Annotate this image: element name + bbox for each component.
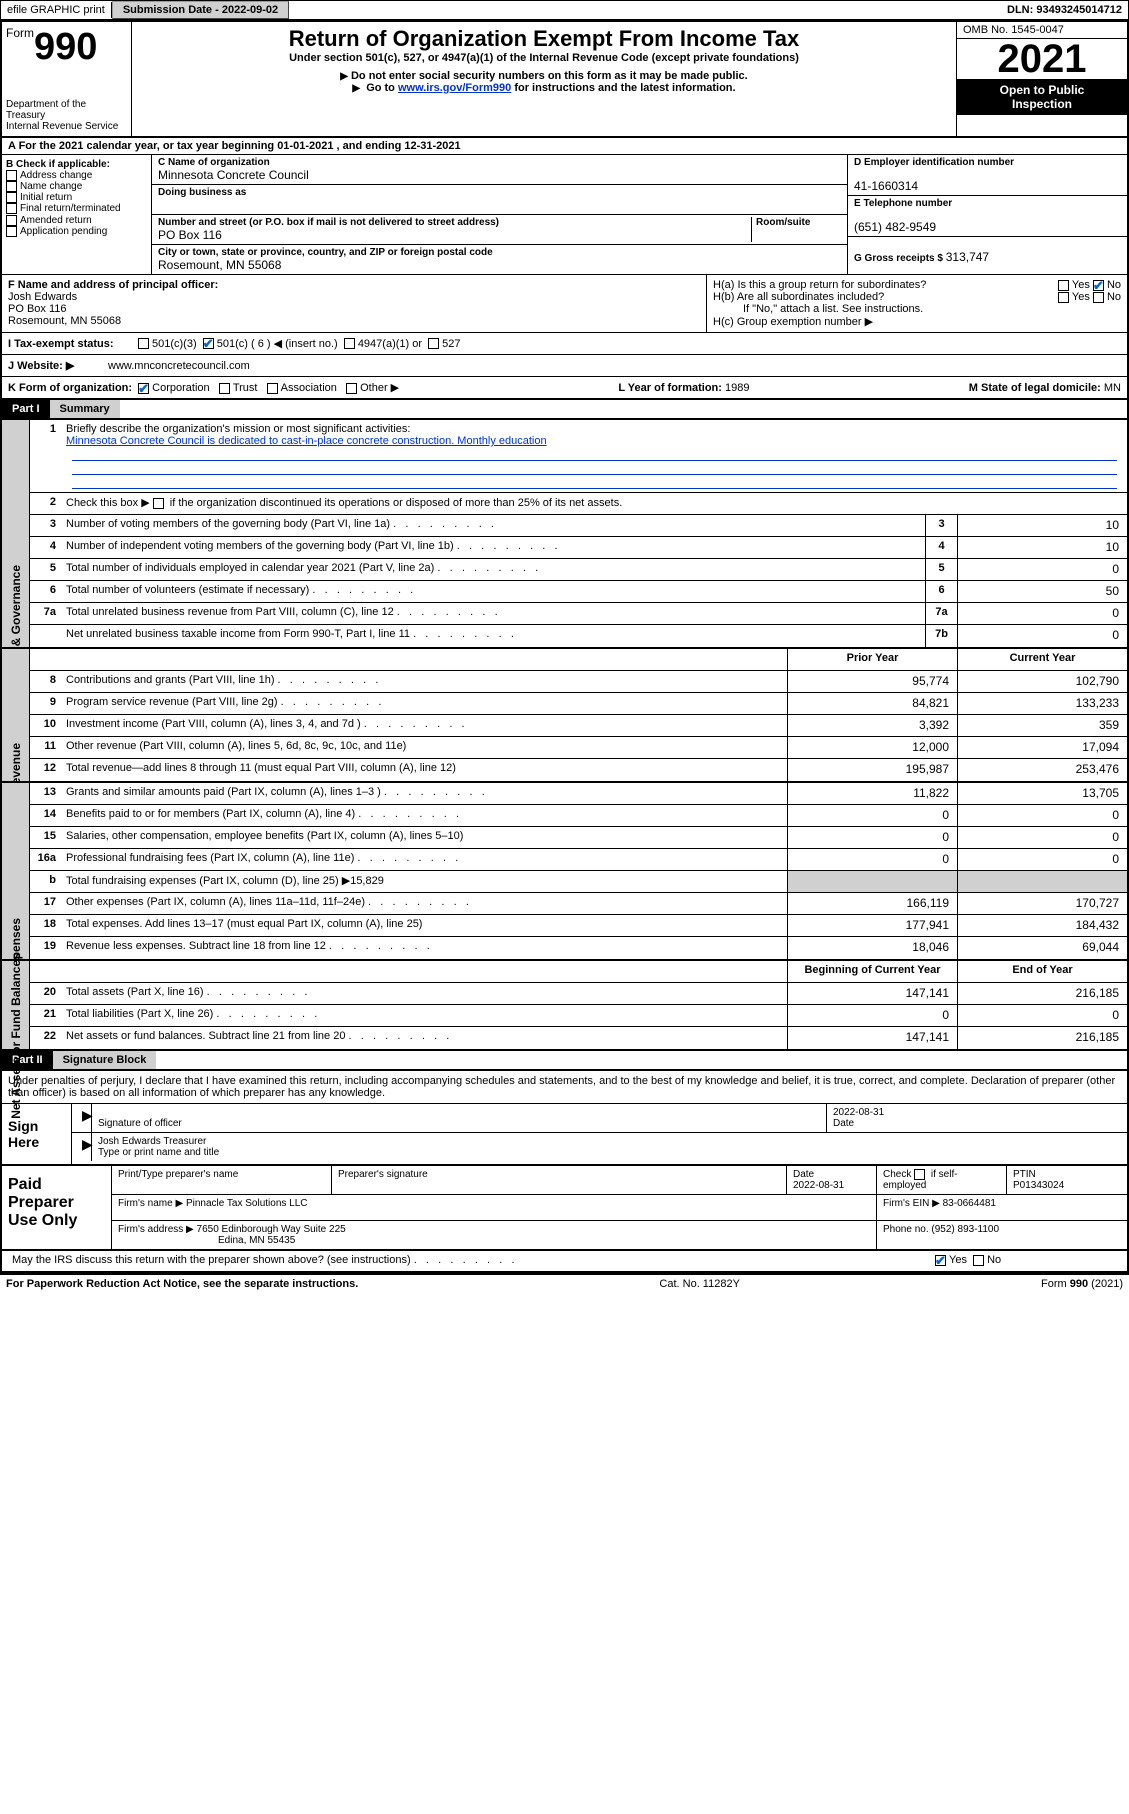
page-footer: For Paperwork Reduction Act Notice, see … [0,1275,1129,1293]
firm-phone: (952) 893-1100 [931,1224,999,1235]
section-f: F Name and address of principal officer:… [2,275,707,332]
cb-501c3[interactable] [138,338,149,349]
officer-name-title: Josh Edwards Treasurer [98,1136,206,1147]
cb-discuss-yes[interactable] [935,1255,946,1266]
cb-discuss-no[interactable] [973,1255,984,1266]
sidebar-netassets: Net Assets or Fund Balances [2,961,30,1049]
firm-name: Pinnacle Tax Solutions LLC [186,1198,308,1209]
section-b: B Check if applicable: Address change Na… [2,155,152,274]
dln: DLN: 93493245014712 [1001,2,1128,18]
sidebar-expenses: Expenses [2,783,30,959]
cb-address-change[interactable] [6,170,17,181]
state-domicile: MN [1104,382,1121,394]
sidebar-governance: Activities & Governance [2,420,30,647]
cat-no: Cat. No. 11282Y [659,1278,740,1290]
instr-goto: Go to www.irs.gov/Form990 for instructio… [140,82,948,94]
cb-527[interactable] [428,338,439,349]
section-h: H(a) Is this a group return for subordin… [707,275,1127,332]
sections-deg: D Employer identification number41-16603… [847,155,1127,274]
section-c: C Name of organizationMinnesota Concrete… [152,155,847,274]
part1-header: Part ISummary [2,400,1127,420]
cb-discontinued[interactable] [153,498,164,509]
header-right: OMB No. 1545-0047 2021 Open to Public In… [957,22,1127,136]
part2-header: Part IISignature Block [2,1051,1127,1071]
cb-hb-yes[interactable] [1058,292,1069,303]
cb-hb-no[interactable] [1093,292,1104,303]
prep-date: 2022-08-31 [793,1180,844,1191]
revenue-section: Revenue Prior YearCurrent Year 8Contribu… [2,649,1127,783]
org-street: PO Box 116 [158,228,222,242]
form-title: Return of Organization Exempt From Incom… [140,26,948,52]
netassets-section: Net Assets or Fund Balances Beginning of… [2,961,1127,1051]
submission-date-btn[interactable]: Submission Date - 2022-09-02 [112,1,289,19]
entity-block: B Check if applicable: Address change Na… [2,155,1127,275]
v5: 0 [957,559,1127,580]
penalty-statement: Under penalties of perjury, I declare th… [2,1071,1127,1104]
cb-501c[interactable] [203,338,214,349]
telephone: (651) 482-9549 [854,220,936,234]
form-header: Form990 Department of the Treasury Inter… [2,22,1127,138]
ein: 41-1660314 [854,179,918,193]
form-990: Form990 Department of the Treasury Inter… [0,20,1129,1275]
header-left: Form990 Department of the Treasury Inter… [2,22,132,136]
ptin: P01343024 [1013,1180,1064,1191]
open-public: Open to Public Inspection [957,79,1127,115]
sign-here-block: Sign Here ▶ Signature of officer 2022-08… [2,1104,1127,1166]
org-name: Minnesota Concrete Council [158,168,309,182]
sig-date: 2022-08-31 [833,1107,884,1118]
top-bar: efile GRAPHIC print Submission Date - 20… [0,0,1129,20]
mission: Minnesota Concrete Council is dedicated … [66,435,547,447]
instr-ssn: Do not enter social security numbers on … [140,70,948,82]
v6: 50 [957,581,1127,602]
cb-other[interactable] [346,383,357,394]
cb-corp[interactable] [138,383,149,394]
row-a-tax-year: A For the 2021 calendar year, or tax yea… [2,138,1127,155]
expenses-section: Expenses 13Grants and similar amounts pa… [2,783,1127,961]
cb-trust[interactable] [219,383,230,394]
activities-governance: Activities & Governance 1Briefly describ… [2,420,1127,649]
cb-4947[interactable] [344,338,355,349]
v3: 10 [957,515,1127,536]
website-url: www.mnconcretecouncil.com [108,360,250,372]
section-fh: F Name and address of principal officer:… [2,275,1127,333]
cb-app-pending[interactable] [6,226,17,237]
form-number: 990 [34,26,97,68]
org-city: Rosemount, MN 55068 [158,258,281,272]
dept-treasury: Department of the Treasury [6,99,127,121]
cb-ha-yes[interactable] [1058,280,1069,291]
officer-name: Josh Edwards [8,291,700,303]
cb-ha-no[interactable] [1093,280,1104,291]
tax-year: 2021 [957,39,1127,79]
cb-amended[interactable] [6,215,17,226]
year-formation: 1989 [725,382,749,394]
cb-name-change[interactable] [6,181,17,192]
v7a: 0 [957,603,1127,624]
paid-preparer-block: Paid Preparer Use Only Print/Type prepar… [2,1166,1127,1251]
section-j: J Website: ▶ www.mnconcretecouncil.com [2,355,1127,377]
v4: 10 [957,537,1127,558]
cb-final-return[interactable] [6,203,17,214]
firm-ein: 83-0664481 [943,1198,996,1209]
section-i: I Tax-exempt status: 501(c)(3) 501(c) ( … [2,333,1127,355]
cb-self-employed[interactable] [914,1169,925,1180]
cb-assoc[interactable] [267,383,278,394]
irs-label: Internal Revenue Service [6,121,127,132]
discuss-row: May the IRS discuss this return with the… [2,1251,1127,1273]
v7b: 0 [957,625,1127,647]
gross-receipts: 313,747 [946,250,989,264]
sidebar-revenue: Revenue [2,649,30,781]
irs-link[interactable]: www.irs.gov/Form990 [398,82,511,94]
efile-label: efile GRAPHIC print [1,2,112,18]
cb-initial-return[interactable] [6,192,17,203]
header-mid: Return of Organization Exempt From Incom… [132,22,957,136]
section-klm: K Form of organization: Corporation Trus… [2,377,1127,400]
form-subtitle: Under section 501(c), 527, or 4947(a)(1)… [140,52,948,64]
